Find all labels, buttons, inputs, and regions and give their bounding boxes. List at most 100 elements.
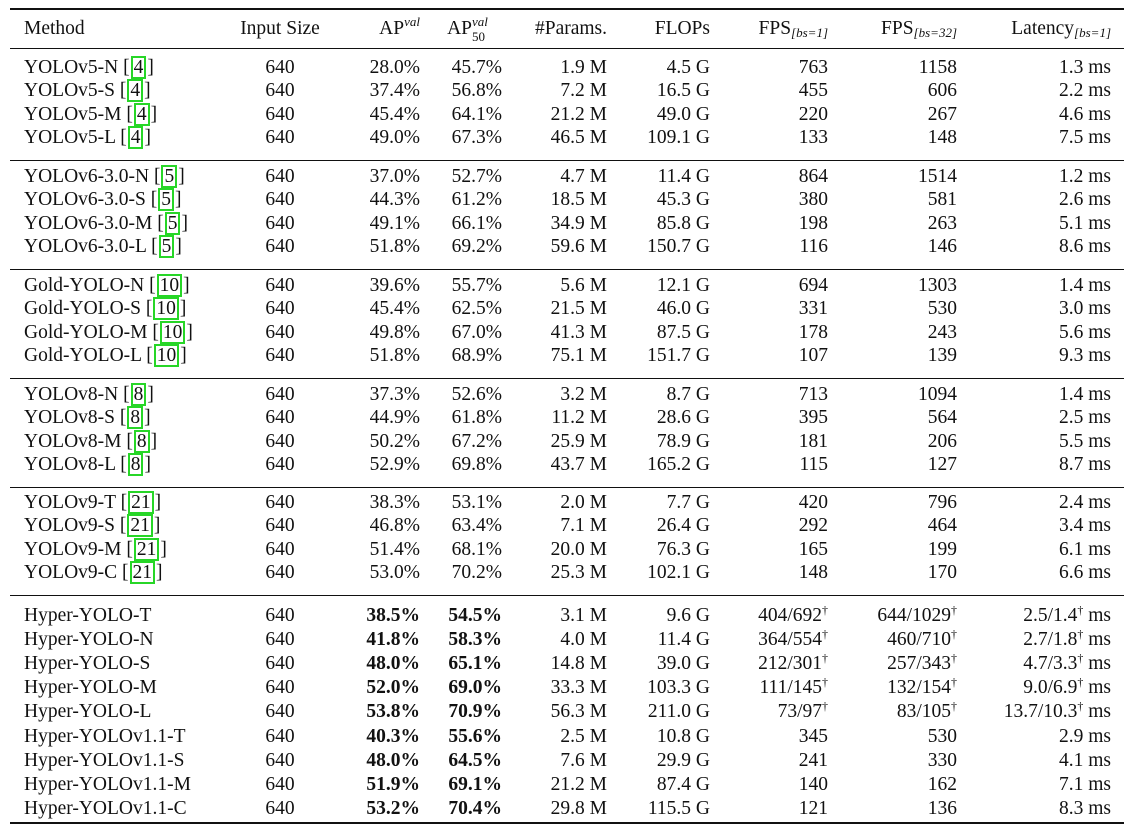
- citation-link[interactable]: 4: [130, 56, 147, 79]
- cell-fps-bs1: 420: [798, 492, 828, 513]
- group-rule: [10, 269, 1124, 270]
- cell-ap: 50.2%: [369, 430, 420, 452]
- citation-link[interactable]: 8: [133, 429, 150, 453]
- cell-latency: 8.7 ms: [1058, 454, 1111, 476]
- citation-link[interactable]: 4: [127, 79, 144, 103]
- cell-input-size: 640: [265, 629, 295, 651]
- table-row: Hyper-YOLOv1.1-S 640 48.0% 64.5% 7.6 M 29.9 G…: [10, 749, 1124, 772]
- cell-ap50: 64.5%: [448, 749, 502, 771]
- cell-flops: 211.0 G: [647, 701, 710, 723]
- cell-ap50: 63.4%: [451, 515, 502, 537]
- cell-fps-bs32: 257/343†: [887, 651, 957, 675]
- cell-ap: 37.4%: [369, 80, 420, 102]
- cell-flops: 85.8 G: [656, 212, 710, 234]
- citation-link[interactable]: 5: [158, 188, 174, 212]
- cell-latency: 1.4 ms: [1058, 275, 1111, 296]
- cell-flops: 8.7 G: [666, 384, 710, 405]
- cell-ap50: 55.7%: [451, 275, 502, 296]
- cell-ap50: 52.7%: [451, 166, 502, 187]
- header-rule: [10, 48, 1124, 49]
- cell-input-size: 640: [265, 701, 295, 723]
- cell-method: Hyper-YOLOv1.1-C: [24, 797, 187, 819]
- cell-ap50: 66.1%: [451, 212, 502, 234]
- cell-input-size: 640: [265, 677, 295, 699]
- citation-link[interactable]: 4: [127, 126, 144, 150]
- cell-params: 25.3 M: [550, 562, 607, 584]
- dagger-mark: †: [822, 627, 828, 642]
- cell-params: 56.3 M: [550, 701, 607, 723]
- cell-fps-bs32: 606: [927, 80, 957, 102]
- cell-fps-bs1: 178: [798, 321, 828, 343]
- cell-latency: 3.0 ms: [1058, 298, 1111, 320]
- cell-fps-bs1: 198: [798, 212, 828, 234]
- cell-input-size: 640: [265, 538, 295, 560]
- cell-latency: 1.4 ms: [1058, 384, 1111, 405]
- cell-fps-bs32: 1158: [918, 57, 957, 78]
- cell-ap: 45.4%: [369, 298, 420, 320]
- table-row: YOLOv9-S [21] 640 46.8% 63.4% 7.1 M 26.4 G 292…: [10, 514, 1124, 538]
- cell-ap50: 61.2%: [451, 189, 502, 211]
- cell-input-size: 640: [265, 345, 295, 367]
- cell-fps-bs1: 121: [798, 797, 828, 819]
- cell-fps-bs1: 864: [798, 166, 828, 187]
- cell-method: YOLOv6-3.0-M [5]: [24, 211, 188, 235]
- citation-link[interactable]: 21: [129, 561, 156, 585]
- cell-fps-bs1: 133: [798, 127, 828, 149]
- citation-link[interactable]: 8: [127, 406, 144, 430]
- cell-ap: 51.8%: [369, 236, 420, 258]
- citation-link[interactable]: 10: [153, 297, 179, 321]
- cell-input-size: 640: [265, 725, 295, 747]
- citation-link[interactable]: 5: [158, 235, 175, 259]
- cell-latency: 5.6 ms: [1058, 321, 1111, 343]
- cell-fps-bs32: 564: [927, 407, 957, 429]
- table-row: YOLOv8-S [8] 640 44.9% 61.8% 11.2 M 28.6 G 395…: [10, 406, 1124, 430]
- citation-link[interactable]: 5: [161, 165, 178, 188]
- table-row: Hyper-YOLO-T 640 38.5% 54.5% 3.1 M 9.6 G 404/6…: [10, 604, 1124, 627]
- dagger-mark: †: [822, 603, 828, 617]
- citation-link[interactable]: 10: [159, 320, 186, 344]
- cell-fps-bs32: 243: [927, 321, 957, 343]
- cell-method: YOLOv5-S [4]: [24, 79, 151, 103]
- cell-input-size: 640: [265, 797, 295, 819]
- citation-link[interactable]: 8: [130, 383, 147, 406]
- dagger-mark: †: [1077, 699, 1084, 714]
- citation-link[interactable]: 21: [127, 514, 153, 538]
- cell-ap: 51.9%: [366, 773, 420, 795]
- dagger-mark: †: [951, 699, 957, 714]
- cell-ap50: 69.0%: [448, 677, 502, 699]
- cell-method: YOLOv6-3.0-N [5]: [24, 165, 185, 188]
- cell-params: 2.0 M: [560, 492, 607, 513]
- cell-ap50: 69.8%: [451, 454, 502, 476]
- citation-link[interactable]: 10: [153, 344, 180, 368]
- cell-fps-bs1: 148: [798, 562, 828, 584]
- cell-params: 33.3 M: [550, 677, 607, 699]
- cell-flops: 11.4 G: [657, 166, 710, 187]
- table-row: Gold-YOLO-N [10] 640 39.6% 55.7% 5.6 M 12.1 G…: [10, 274, 1124, 297]
- citation-link[interactable]: 21: [128, 491, 154, 514]
- cell-ap50: 58.3%: [448, 629, 502, 651]
- cell-ap: 41.8%: [366, 629, 420, 651]
- citation-link[interactable]: 5: [164, 211, 181, 235]
- cell-fps-bs1: 181: [798, 430, 828, 452]
- citation-link[interactable]: 10: [156, 274, 183, 297]
- citation-link[interactable]: 4: [133, 102, 150, 126]
- cell-latency: 2.7/1.8† ms: [1023, 627, 1111, 651]
- header-row: Method Input Size APval AP val 50 #Params.…: [10, 14, 1124, 44]
- cell-flops: 165.2 G: [647, 454, 710, 476]
- cell-params: 1.9 M: [560, 57, 607, 78]
- cell-ap: 37.0%: [369, 166, 420, 187]
- citation-link[interactable]: 21: [133, 537, 160, 561]
- cell-input-size: 640: [265, 562, 295, 584]
- citation-link[interactable]: 8: [127, 453, 144, 477]
- cell-ap50: 68.1%: [451, 538, 502, 560]
- cell-method: Gold-YOLO-N [10]: [24, 274, 190, 297]
- cell-params: 3.1 M: [560, 605, 607, 626]
- cell-fps-bs1: 220: [798, 103, 828, 125]
- table-row: YOLOv6-3.0-L [5] 640 51.8% 69.2% 59.6 M 150.7…: [10, 235, 1124, 259]
- cell-latency: 4.1 ms: [1058, 749, 1111, 771]
- cell-ap50: 64.1%: [451, 103, 502, 125]
- cell-params: 18.5 M: [550, 189, 607, 211]
- table-row: YOLOv9-T [21] 640 38.3% 53.1% 2.0 M 7.7 G 420 7…: [10, 491, 1124, 514]
- cell-ap50: 68.9%: [451, 345, 502, 367]
- cell-fps-bs32: 146: [927, 236, 957, 258]
